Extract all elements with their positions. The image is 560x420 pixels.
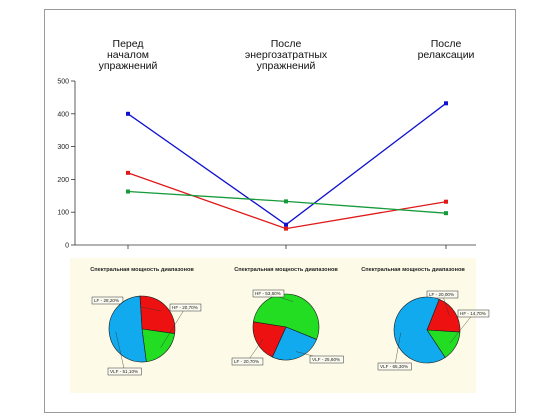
pie-1-leader-2 — [115, 331, 125, 372]
pie-2-slice-0 — [253, 293, 320, 340]
pie-2-label-1: VLF - 25,60% — [312, 357, 340, 362]
pie-3-label-box-2 — [377, 362, 412, 371]
pie-3-label-box-1 — [457, 309, 490, 318]
pie-1-label-box-1 — [169, 303, 202, 312]
pie-1-label-1: HF - 20,70% — [172, 305, 198, 310]
pie-1-label-box-2 — [107, 367, 142, 376]
y-tick-label: 100 — [57, 210, 69, 217]
series-0-point-1 — [284, 222, 288, 227]
pie-title-3: Спектральная мощность диапазонов — [361, 267, 465, 273]
pie-3-leader-2 — [394, 332, 401, 367]
pie-1-label-2: VLF - 51,10% — [110, 369, 138, 374]
series-1-point-0 — [126, 170, 130, 175]
category-label-0-line-2: упражнений — [99, 60, 158, 72]
y-tick-label: 500 — [57, 79, 69, 86]
pie-1-leader-1 — [160, 307, 186, 348]
pie-2-label-box-1 — [309, 355, 344, 364]
pie-2-label-2: LF - 20,70% — [234, 359, 259, 364]
pie-3-slice-2 — [393, 296, 446, 364]
pie-1-label-box-0 — [91, 296, 124, 305]
pie-title-1: Спектральная мощность диапазонов — [90, 267, 194, 273]
pie-2-label-box-2 — [231, 357, 264, 366]
category-label-1-line-2: упражнений — [257, 60, 316, 72]
pie-1-slice-0 — [139, 295, 176, 334]
series-line-0 — [127, 102, 447, 226]
category-label-2-line-0: После — [431, 38, 462, 50]
pie-3-slice-0 — [426, 298, 461, 333]
pie-3-label-box-0 — [426, 290, 459, 299]
pie-3-label-0: LF - 20,00% — [429, 292, 454, 297]
pie-1-slice-1 — [141, 328, 176, 363]
y-tick-label: 400 — [57, 111, 69, 118]
category-label-1-line-0: После — [271, 38, 302, 50]
series-0-point-2 — [444, 101, 448, 106]
y-tick-label: 0 — [65, 243, 69, 250]
y-tick-label: 300 — [57, 144, 69, 151]
series-1-point-2 — [444, 199, 448, 204]
pie-1-slice-2 — [108, 295, 147, 363]
pie-1-label-0: LF - 28,20% — [94, 298, 119, 303]
series-2-point-1 — [284, 199, 288, 204]
pie-2-label-0: HF - 53,60% — [255, 291, 281, 296]
category-label-0-line-1: началом — [107, 49, 149, 61]
y-tick-label: 200 — [57, 177, 69, 184]
series-0-point-0 — [126, 111, 130, 116]
pie-title-2: Спектральная мощность диапазонов — [234, 267, 338, 273]
pie-3-label-1: HF - 14,70% — [460, 311, 486, 316]
series-2-point-2 — [444, 211, 448, 216]
series-2-point-0 — [126, 189, 130, 194]
pie-2-slice-1 — [271, 326, 317, 361]
pie-2-slice-2 — [252, 321, 287, 358]
pie-2-label-box-0 — [252, 289, 285, 298]
pie-3-leader-1 — [449, 313, 474, 344]
pie-3-label-2: VLF - 65,30% — [380, 364, 408, 369]
category-label-0-line-0: Перед — [113, 38, 144, 50]
category-label-2-line-1: релаксации — [418, 49, 475, 61]
category-label-1-line-1: энергозатратных — [245, 49, 328, 61]
series-1-point-1 — [284, 226, 288, 231]
